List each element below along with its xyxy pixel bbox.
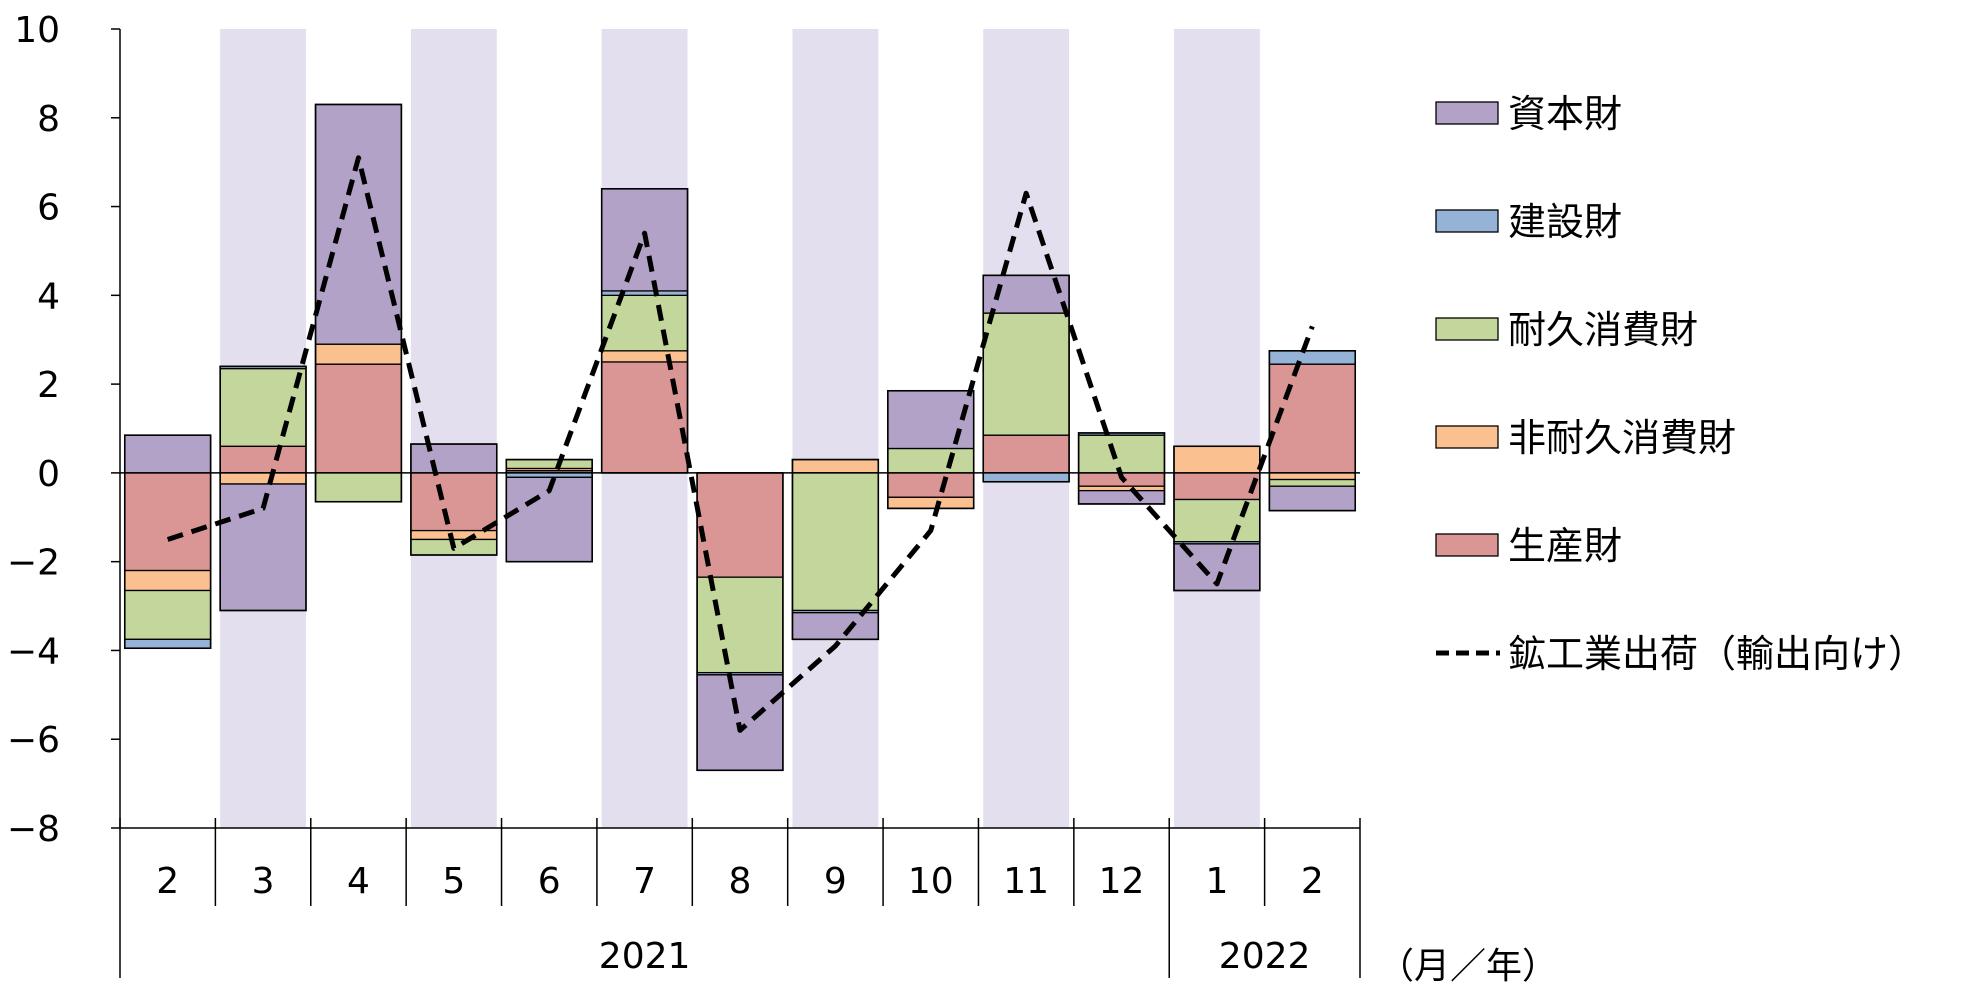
bar-segment [124, 569, 212, 592]
bar-segment [1077, 485, 1166, 492]
bar-segment [314, 103, 403, 345]
bar-segment [791, 458, 879, 474]
bar-outline [505, 458, 593, 563]
x-tick-label: 2 [1301, 861, 1324, 902]
bar-segment [696, 472, 784, 578]
x-tick-label: 8 [729, 861, 752, 902]
bar-segment [124, 589, 212, 640]
year-label: 2022 [1219, 936, 1311, 977]
bar-segment [887, 472, 975, 498]
line-series [166, 155, 1315, 733]
legend-label: 非耐久消費財 [1508, 416, 1736, 460]
bar-segment [124, 434, 212, 474]
bar-segment [124, 638, 212, 649]
x-tick-label: 6 [538, 861, 561, 902]
bar-segment [1268, 472, 1356, 481]
bar-segment [1077, 489, 1166, 505]
legend-label: 耐久消費財 [1508, 308, 1698, 352]
x-tick-label: 1 [1205, 861, 1228, 902]
y-tick-label: 10 [14, 10, 60, 51]
bar-segment [601, 350, 689, 363]
bar-segment [1268, 485, 1356, 512]
bar-outline [982, 274, 1070, 483]
y-tick-label: 4 [37, 276, 60, 317]
y-tick-label: −4 [7, 631, 60, 672]
bar-segment [219, 445, 307, 474]
shaded-column-9 [792, 29, 879, 828]
legend-swatch [1435, 533, 1499, 557]
bar-segment [1268, 350, 1356, 365]
bar-segment [982, 434, 1070, 474]
bar-segment [1268, 478, 1356, 487]
bar-segment [696, 576, 784, 674]
bar-segment [1173, 472, 1261, 501]
x-tick-label: 2 [156, 861, 179, 902]
line-export-shipments [166, 155, 1315, 733]
bar-segment [505, 458, 593, 470]
bar-segment [887, 496, 975, 510]
legend-label: 建設財 [1508, 200, 1622, 244]
shaded-column-5 [410, 29, 497, 828]
bar-segment [314, 472, 403, 503]
bar-segment [1173, 445, 1261, 474]
bar-segment [1077, 434, 1166, 474]
bar-segment [314, 343, 403, 365]
bar-segment [601, 294, 689, 352]
x-tick-label: 12 [1099, 861, 1145, 902]
bar-segment [219, 472, 307, 485]
x-tick-label: 7 [633, 861, 656, 902]
bar-outline [219, 365, 307, 612]
legend-swatch [1435, 317, 1499, 341]
y-tick-label: 2 [37, 365, 60, 406]
legend-label: 生産財 [1508, 524, 1622, 568]
bar-outline [1173, 445, 1261, 592]
legend-swatch [1435, 425, 1499, 449]
legend-swatch [1435, 101, 1499, 125]
bar-segment [410, 472, 498, 532]
stacked-bars [123, 103, 1357, 772]
bar-segment [791, 612, 879, 640]
x-tick-label: 10 [908, 861, 954, 902]
bar-segment [1268, 363, 1356, 474]
shaded-column-1 [1174, 29, 1260, 828]
legend-label: 鉱工業出荷（輸出向け） [1508, 632, 1926, 676]
unit-label: （月／年） [1378, 946, 1558, 983]
bar-segment [791, 472, 879, 612]
bar-segment [410, 443, 498, 474]
bar-outline [410, 443, 498, 556]
y-tick-label: −2 [7, 543, 60, 584]
bar-segment [982, 312, 1070, 436]
x-tick-label: 5 [442, 861, 465, 902]
bar-outline [1268, 350, 1357, 512]
y-tick-label: 8 [37, 99, 60, 140]
bar-outline [314, 103, 403, 503]
bar-outline [791, 458, 880, 641]
bar-segment [887, 447, 975, 474]
y-tick-label: −8 [7, 809, 60, 850]
bar-segment [982, 472, 1070, 483]
y-tick-label: 0 [37, 454, 60, 495]
legend-swatch [1435, 209, 1499, 233]
bar-outline [123, 434, 212, 650]
bar-outline [1077, 432, 1166, 505]
x-tick-label: 4 [347, 861, 370, 902]
year-label: 2021 [599, 936, 691, 977]
y-tick-label: 6 [37, 188, 60, 229]
bar-segment [124, 472, 212, 572]
bar-segment [314, 363, 403, 474]
x-tick-label: 3 [252, 861, 275, 902]
y-tick-label: −6 [7, 720, 60, 761]
x-tick-label: 11 [1003, 861, 1049, 902]
legend-label: 資本財 [1508, 92, 1622, 136]
bar-segment [601, 290, 689, 296]
bar-outline [887, 389, 975, 510]
x-tick-label: 9 [824, 861, 847, 902]
